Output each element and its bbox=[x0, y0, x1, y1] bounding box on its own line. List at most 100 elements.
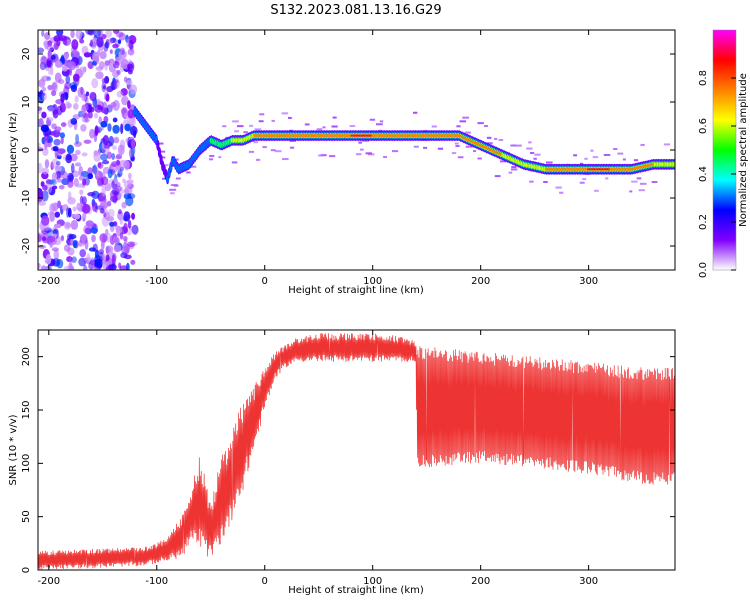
spectrogram-speckle bbox=[328, 155, 336, 158]
spectrogram-speckle bbox=[259, 113, 265, 116]
spectrogram-speckle bbox=[358, 141, 362, 144]
spectrogram-noise-blob bbox=[113, 136, 120, 144]
spectrogram-noise-blob bbox=[58, 35, 68, 41]
spectrogram-speckle bbox=[451, 152, 457, 155]
spectrogram-noise-blob bbox=[54, 72, 62, 83]
spectrogram-noise-blob bbox=[105, 245, 109, 255]
spectrogram-noise-blob bbox=[38, 79, 45, 85]
spectrogram-noise-blob bbox=[59, 132, 66, 139]
spectrogram-noise-blob bbox=[93, 30, 101, 39]
spectrogram-speckle bbox=[375, 123, 383, 126]
spectrogram-noise-blob bbox=[119, 265, 128, 270]
spectrogram-noise-blob bbox=[85, 30, 94, 35]
spectrogram-speckle bbox=[457, 156, 464, 159]
spectrogram-noise-blob bbox=[117, 144, 125, 156]
spectrogram-speckle bbox=[174, 158, 179, 161]
spectrogram-noise-blob bbox=[72, 73, 80, 82]
spectrogram-speckle bbox=[528, 141, 532, 144]
spectrogram-noise-blob bbox=[123, 188, 130, 195]
spectrogram-noise-blob bbox=[118, 209, 122, 215]
spectrogram-noise-blob bbox=[56, 30, 64, 37]
spectrogram-noise-blob bbox=[72, 240, 78, 249]
spectrogram-noise-blob bbox=[38, 142, 41, 148]
spectrogram-noise-blob bbox=[112, 117, 118, 123]
spectrogram-speckle bbox=[423, 146, 428, 149]
spectrogram-noise-blob bbox=[127, 63, 133, 70]
spectrogram-speckle bbox=[316, 128, 323, 131]
spectrogram-noise-blob bbox=[51, 172, 58, 182]
spectrogram-noise-blob bbox=[84, 239, 89, 251]
spectrogram-plot-area bbox=[38, 30, 675, 270]
snr-y-tick-label: 100 bbox=[21, 454, 32, 473]
spectrogram-speckle bbox=[631, 180, 638, 183]
spectrogram-noise-blob bbox=[131, 224, 139, 235]
spectrogram-noise-blob bbox=[123, 235, 128, 242]
colorbar-label: Normalized spectral amplitude bbox=[738, 73, 749, 227]
spectrogram-noise-blob bbox=[38, 47, 45, 54]
spectrogram-noise-blob bbox=[68, 257, 73, 268]
spectrogram-noise-blob bbox=[130, 125, 138, 136]
spectrogram-noise-blob bbox=[41, 190, 49, 202]
spectrogram-noise-blob bbox=[54, 61, 63, 68]
spectrogram-noise-blob bbox=[99, 233, 108, 243]
spectrogram-noise-blob bbox=[51, 82, 57, 90]
spectrogram-noise-blob bbox=[66, 144, 75, 155]
spectrogram-noise-blob bbox=[87, 191, 96, 197]
spectrogram-noise-blob bbox=[87, 173, 94, 180]
spectrogram-speckle bbox=[349, 124, 356, 127]
spectrogram-noise-blob bbox=[79, 189, 84, 195]
spectrogram-noise-blob bbox=[52, 229, 59, 235]
spectrogram-noise-blob bbox=[97, 104, 102, 110]
spectrogram-noise-blob bbox=[63, 221, 71, 230]
spectrogram-speckle bbox=[234, 130, 240, 133]
spectrogram-speckle bbox=[249, 124, 254, 127]
spectrogram-speckle bbox=[617, 152, 624, 155]
spectrogram-noise-blob bbox=[103, 212, 107, 218]
spectrogram-noise-blob bbox=[121, 95, 129, 106]
spectrogram-speckle bbox=[331, 125, 338, 128]
spectrogram-noise-blob bbox=[76, 202, 82, 211]
spectrogram-noise-blob bbox=[119, 217, 123, 225]
spectrogram-speckle bbox=[622, 158, 626, 161]
spectrogram-noise-blob bbox=[116, 173, 121, 178]
spectrogram-noise-blob bbox=[56, 165, 62, 172]
spectrogram-x-tick-label: -200 bbox=[37, 276, 60, 287]
spectrogram-noise-blob bbox=[104, 60, 111, 66]
spectrogram-noise-blob bbox=[60, 136, 64, 145]
spectrogram-speckle bbox=[288, 116, 292, 119]
spectrogram-speckle bbox=[486, 142, 493, 145]
spectrogram-noise-blob bbox=[112, 43, 119, 49]
spectrogram-noise-blob bbox=[123, 76, 128, 83]
spectrogram-speckle bbox=[455, 145, 460, 148]
spectrogram-noise-blob bbox=[116, 90, 124, 98]
spectrogram-noise-blob bbox=[83, 264, 88, 270]
spectrogram-noise-blob bbox=[47, 106, 56, 113]
spectrogram-speckle bbox=[253, 141, 258, 144]
spectrogram-noise-blob bbox=[67, 247, 75, 256]
spectrogram-noise-blob bbox=[38, 244, 46, 249]
spectrogram-speckle bbox=[573, 154, 578, 157]
spectrogram-noise-blob bbox=[54, 211, 61, 218]
spectrogram-noise-blob bbox=[93, 151, 102, 162]
spectrogram-noise-blob bbox=[78, 175, 84, 181]
spectrogram-noise-blob bbox=[41, 30, 45, 37]
spectrogram-noise-blob bbox=[130, 156, 136, 162]
spectrogram-x-tick-label: -100 bbox=[145, 276, 168, 287]
spectrogram-noise-blob bbox=[60, 93, 65, 104]
spectrogram-noise-blob bbox=[118, 32, 126, 41]
spectrogram-noise-blob bbox=[51, 247, 59, 252]
spectrogram-noise-blob bbox=[113, 60, 120, 69]
spectrogram-y-tick-label: -20 bbox=[21, 238, 32, 254]
spectrogram-speckle bbox=[559, 191, 564, 194]
spectrogram-noise-blob bbox=[119, 232, 124, 240]
spectrogram-speckle bbox=[494, 175, 501, 178]
spectrogram-noise-blob bbox=[44, 32, 51, 41]
spectrogram-noise-blob bbox=[106, 104, 113, 113]
spectrogram-speckle bbox=[579, 162, 584, 165]
spectrogram-noise-blob bbox=[93, 55, 100, 63]
spectrogram-noise-blob bbox=[77, 87, 85, 98]
spectrogram-noise-blob bbox=[82, 178, 87, 186]
spectrogram-noise-blob bbox=[94, 125, 99, 136]
spectrogram-noise-blob bbox=[38, 191, 44, 199]
spectrogram-noise-blob bbox=[113, 244, 122, 253]
